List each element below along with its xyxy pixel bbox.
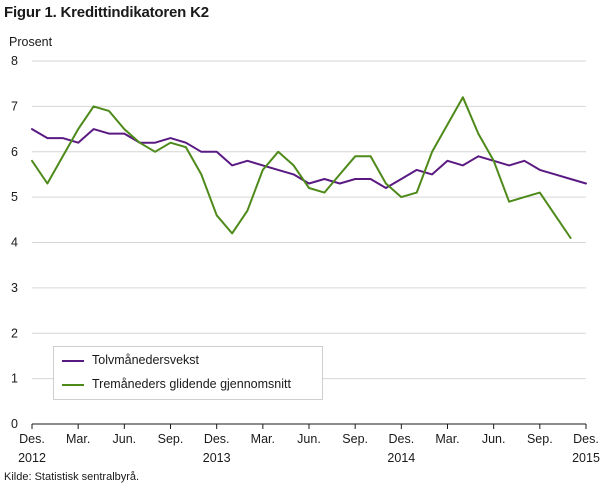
x-tick-label: Des. — [573, 432, 599, 446]
chart-title: Figur 1. Kredittindikatoren K2 — [4, 4, 209, 21]
x-tick-label: Sep. — [342, 432, 368, 446]
x-tick-label: Sep. — [158, 432, 184, 446]
x-tick-label: Des. — [388, 432, 414, 446]
y-tick-label: 0 — [11, 417, 18, 431]
y-tick-label: 6 — [11, 145, 18, 159]
y-tick-label: 5 — [11, 190, 18, 204]
x-tick-year-label: 2015 — [572, 451, 600, 465]
y-tick-label: 7 — [11, 99, 18, 113]
x-tick-label: Mar. — [435, 432, 459, 446]
x-tick-label: Jun. — [113, 432, 137, 446]
y-tick-label: 4 — [11, 236, 18, 250]
legend: Tolvmånedersvekst Tremåneders glidende g… — [53, 346, 323, 400]
y-tick-label: 2 — [11, 326, 18, 340]
legend-label: Tremåneders glidende gjennomsnitt — [92, 377, 291, 391]
x-tick-label: Jun. — [297, 432, 321, 446]
x-tick-label: Des. — [19, 432, 45, 446]
x-tick-year-label: 2012 — [18, 451, 46, 465]
y-tick-label: 8 — [11, 54, 18, 68]
y-tick-label: 3 — [11, 281, 18, 295]
x-tick-label: Mar. — [251, 432, 275, 446]
legend-swatch-green — [62, 384, 84, 386]
source-note: Kilde: Statistisk sentralbyrå. — [4, 471, 140, 483]
x-tick-label: Mar. — [66, 432, 90, 446]
x-tick-label: Sep. — [527, 432, 553, 446]
legend-swatch-purple — [62, 360, 84, 362]
x-tick-year-label: 2013 — [203, 451, 231, 465]
x-tick-label: Des. — [204, 432, 230, 446]
series-line-tremaneders — [31, 96, 572, 239]
axes — [31, 423, 587, 429]
x-tick-year-label: 2014 — [387, 451, 415, 465]
gridlines — [32, 60, 586, 380]
series-line-tolvmanedersvekst — [31, 128, 587, 189]
legend-label: Tolvmånedersvekst — [92, 353, 199, 367]
y-axis-label: Prosent — [9, 35, 53, 49]
y-tick-label: 1 — [11, 372, 18, 386]
y-tick-labels: 0 1 2 3 4 5 6 7 8 — [11, 54, 18, 431]
x-tick-labels: Des. 2012 Mar. Jun. Sep. Des. 2013 Mar. Jun. Sep.… — [18, 432, 600, 465]
x-tick-label: Jun. — [482, 432, 506, 446]
series-lines — [31, 96, 587, 239]
